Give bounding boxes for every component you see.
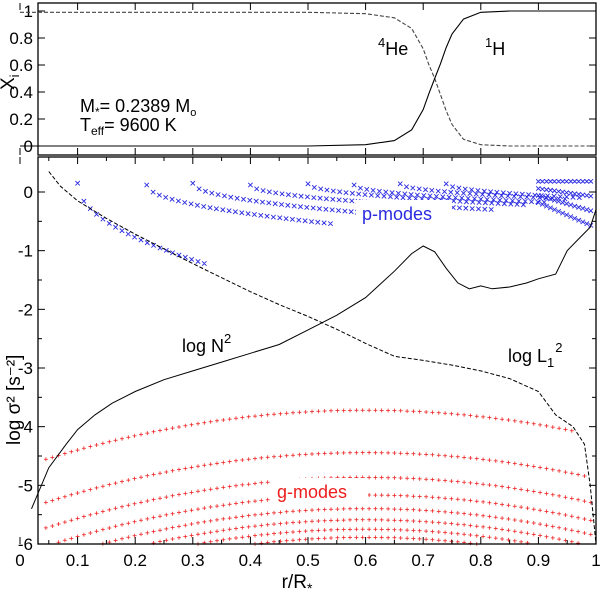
frequency-curves xyxy=(31,171,597,545)
ytick-label: -4 xyxy=(18,418,33,437)
mass-annotation: M*= 0.2389 Mo xyxy=(80,96,196,119)
ytick-label: -5 xyxy=(18,476,33,495)
n2-curve-label: log N2 xyxy=(182,331,231,356)
lamb-frequency-curve xyxy=(48,171,597,545)
n2-text: log N xyxy=(182,336,224,356)
teff-annotation: Teff= 9600 K xyxy=(80,115,177,138)
xtick-label: 0.1 xyxy=(66,551,90,570)
h1-super: 1 xyxy=(485,35,492,50)
p-modes-label-bg xyxy=(356,200,452,226)
p-modes-label: p-modes xyxy=(362,204,432,224)
p-mode-marker xyxy=(75,178,594,267)
top-ytick-label: 0.8 xyxy=(9,29,33,48)
g-modes-label-box: g-modes xyxy=(270,478,368,504)
xlabel-sub: * xyxy=(307,580,313,593)
top-panel-frame xyxy=(37,2,597,156)
g-mode-markers xyxy=(43,408,593,546)
abundance-curves xyxy=(20,10,596,147)
xtick-label: 0.5 xyxy=(296,551,320,570)
he4-text: He xyxy=(385,39,408,59)
teff-value: = 9600 K xyxy=(104,115,177,135)
teff-sub: eff xyxy=(91,124,105,138)
top-ytick-label: 0.2 xyxy=(9,110,33,129)
he4-label: 4He xyxy=(378,35,408,59)
l1-curve-label: log L12 xyxy=(508,340,563,370)
bottom-panel-frame xyxy=(37,156,597,545)
xlabel-main: r/R xyxy=(282,572,307,593)
h1-text: H xyxy=(492,39,505,59)
ytick-label: -2 xyxy=(18,300,33,319)
teff-label: T xyxy=(80,115,91,135)
n2-sup: 2 xyxy=(224,331,231,346)
top-ytick-label: 0.4 xyxy=(9,83,33,102)
top-ylabel-sub: i xyxy=(7,74,22,77)
xtick-label: 0 xyxy=(15,551,24,570)
brunt-vaisala-curve xyxy=(31,209,597,509)
ytick-label: -6 xyxy=(18,535,33,554)
top-ylabel: Xi xyxy=(0,74,22,90)
l1-sup: 2 xyxy=(555,340,562,355)
ytick-label: -3 xyxy=(18,359,33,378)
xtick-label: 1 xyxy=(591,551,600,570)
bottom-xlabel: r/R* xyxy=(282,572,313,593)
bottom-ylabel: log σ² [s⁻²] xyxy=(4,355,25,445)
xtick-label: 0.2 xyxy=(123,551,147,570)
mass-unit-sub: o xyxy=(190,107,196,119)
xtick-label: 0.9 xyxy=(527,551,551,570)
top-panel: 00.20.40.60.81 Xi M*= 0.2389 Mo Teff= 96… xyxy=(0,2,597,156)
h1-abundance-line xyxy=(20,10,596,147)
top-y-ticks: 00.20.40.60.81 xyxy=(9,2,597,156)
mass-label: M xyxy=(80,96,95,116)
mass-sub: * xyxy=(95,105,100,119)
l1-text: log L xyxy=(508,346,547,366)
xtick-label: 0.8 xyxy=(469,551,493,570)
h1-label: 1H xyxy=(485,35,505,59)
top-ytick-label: 0.6 xyxy=(9,56,33,75)
xtick-label: 0.3 xyxy=(181,551,205,570)
xtick-label: 0.7 xyxy=(411,551,435,570)
g-modes-label: g-modes xyxy=(277,482,347,502)
l1-sub: 1 xyxy=(547,355,554,370)
xtick-label: 0.6 xyxy=(354,551,378,570)
p-mode-markers xyxy=(75,178,594,267)
top-ylabel-main: X xyxy=(0,77,19,90)
ytick-label: 0 xyxy=(24,183,33,202)
ytick-label: -1 xyxy=(18,242,33,261)
bottom-axis-ticks: 0-1-2-3-4-5-60 0.1 0.2 0.3 0.4 0.5 0.6 0.7 0.8 0.… xyxy=(15,157,600,570)
bottom-panel: 0-1-2-3-4-5-60 0.1 0.2 0.3 0.4 0.5 0.6 0.7 0.8 0.… xyxy=(4,156,600,593)
he4-super: 4 xyxy=(378,35,385,50)
g-mode-marker xyxy=(43,408,593,546)
top-ytick-label: 1 xyxy=(24,2,33,21)
xtick-label: 0.4 xyxy=(239,551,263,570)
g-modes-label-bg xyxy=(270,478,368,504)
p-modes-label-box: p-modes xyxy=(356,200,452,226)
mass-value: = 0.2389 M xyxy=(100,96,191,116)
